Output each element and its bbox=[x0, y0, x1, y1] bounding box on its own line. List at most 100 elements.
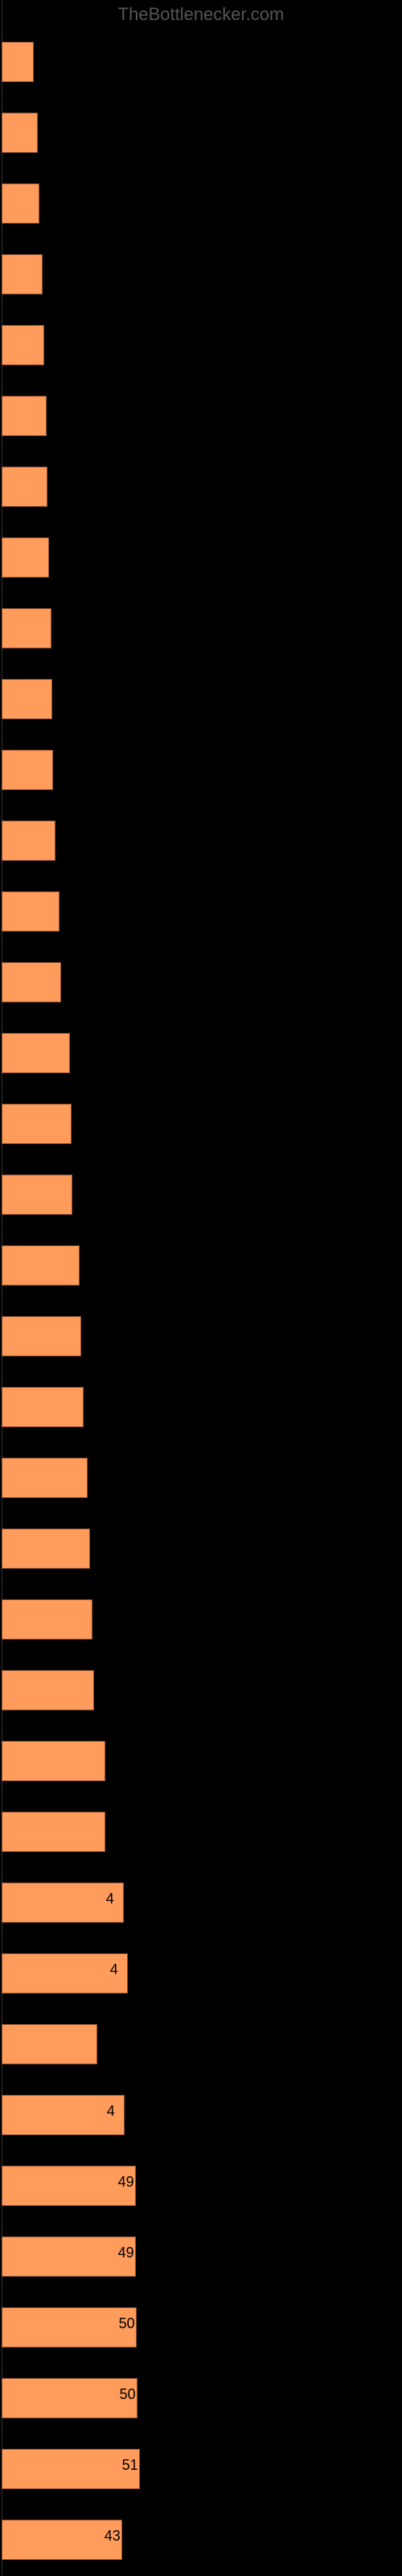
bar bbox=[2, 2166, 136, 2206]
bar-row: Bottleneck result bbox=[2, 1443, 400, 1514]
bar bbox=[2, 1458, 88, 1498]
bar bbox=[2, 1529, 90, 1569]
bar bbox=[2, 1033, 70, 1073]
bar-chart: Bottleneck resultBottleneck resultBottle… bbox=[0, 0, 402, 2576]
bar-row: Bottleneck result bbox=[2, 1018, 400, 1089]
bar-label: Bottleneck result bbox=[2, 1656, 85, 1672]
bar-label: Bottleneck result bbox=[2, 806, 85, 822]
bar bbox=[2, 396, 47, 436]
bar-row: Bottleneck result 43 bbox=[2, 2505, 400, 2576]
bar-label: Bottleneck result bbox=[2, 311, 85, 327]
bar-label: Bottleneck result bbox=[2, 1797, 85, 1813]
bar-label: Bottleneck result bbox=[2, 1514, 85, 1530]
bar bbox=[2, 891, 59, 932]
bar bbox=[2, 537, 49, 578]
bar-label: Bottleneck result bbox=[2, 735, 85, 751]
bar-label: Bottleneck result bbox=[2, 381, 85, 397]
bar bbox=[2, 2237, 136, 2277]
bar bbox=[2, 962, 61, 1002]
watermark-text: TheBottlenecker.com bbox=[118, 4, 285, 25]
bar-row: Bottleneck result bbox=[2, 169, 400, 240]
bar-value: 4 bbox=[106, 1891, 114, 1907]
bar bbox=[2, 113, 38, 153]
bar-value: 4 bbox=[107, 2103, 115, 2120]
bar-label: Bottleneck result bbox=[2, 2151, 85, 2167]
bar bbox=[2, 254, 43, 294]
bar bbox=[2, 42, 34, 82]
bar-row: Bottleneck result bbox=[2, 452, 400, 523]
bar-row: Bottleneck result 4 bbox=[2, 2080, 400, 2151]
bar bbox=[2, 183, 39, 224]
bar-label: Bottleneck result bbox=[2, 1089, 85, 1105]
bar-label: Bottleneck result bbox=[2, 2080, 85, 2097]
bar-value: 51 bbox=[122, 2457, 138, 2474]
bar-label: Bottleneck result bbox=[2, 877, 85, 893]
bar-label: Bottleneck result bbox=[2, 2364, 85, 2380]
bar-label: Bottleneck result bbox=[2, 452, 85, 468]
bar bbox=[2, 679, 52, 719]
bar-row: Bottleneck result 50 bbox=[2, 2364, 400, 2434]
bar-value: 50 bbox=[120, 2386, 136, 2403]
bar-label: Bottleneck result bbox=[2, 523, 85, 539]
bar-label: Bottleneck result bbox=[2, 665, 85, 681]
bar-row: Bottleneck result 51 bbox=[2, 2434, 400, 2505]
bar-label: Bottleneck result bbox=[2, 1939, 85, 1955]
bar-label: Bottleneck result bbox=[2, 2505, 85, 2521]
bar bbox=[2, 821, 55, 861]
bar-label: Bottleneck result bbox=[2, 2434, 85, 2450]
bar-row: Bottleneck result 49 bbox=[2, 2222, 400, 2293]
bar-label: Bottleneck result bbox=[2, 1231, 85, 1247]
bar bbox=[2, 2307, 137, 2348]
bar-row: Bottleneck result bbox=[2, 594, 400, 665]
bar-label: Bottleneck result bbox=[2, 1372, 85, 1389]
bar-row: Bottleneck result bbox=[2, 311, 400, 381]
bar-label: Bottleneck result bbox=[2, 1302, 85, 1318]
bar-row: Bottleneck result bbox=[2, 806, 400, 877]
bar-label: Bottleneck result bbox=[2, 1726, 85, 1743]
bar-label: Bottleneck result bbox=[2, 240, 85, 256]
bar-label: Bottleneck result bbox=[2, 2010, 85, 2026]
bar-label: Bottleneck result bbox=[2, 1018, 85, 1035]
bar-row: Bottleneck result bbox=[2, 1514, 400, 1585]
bar bbox=[2, 1104, 72, 1144]
bar bbox=[2, 750, 53, 790]
bar bbox=[2, 1670, 94, 1710]
bar bbox=[2, 1953, 128, 1994]
bar-row: Bottleneck result bbox=[2, 1656, 400, 1726]
bar-row: Bottleneck result bbox=[2, 27, 400, 98]
bar-label: Bottleneck result bbox=[2, 1160, 85, 1176]
bar-row: Bottleneck result bbox=[2, 1160, 400, 1231]
bar-row: Bottleneck result bbox=[2, 1231, 400, 1302]
bar-value: 49 bbox=[118, 2245, 134, 2261]
bar-value: 49 bbox=[118, 2174, 134, 2191]
bar-row: Bottleneck result bbox=[2, 381, 400, 452]
bar bbox=[2, 325, 44, 365]
bar bbox=[2, 1245, 80, 1286]
bar-label: Bottleneck result bbox=[2, 2293, 85, 2309]
bar-row: Bottleneck result bbox=[2, 735, 400, 806]
bar-row: Bottleneck result bbox=[2, 1797, 400, 1868]
bar-label: Bottleneck result bbox=[2, 2222, 85, 2238]
bar-row: Bottleneck result bbox=[2, 948, 400, 1018]
bar-row: Bottleneck result bbox=[2, 1372, 400, 1443]
bar bbox=[2, 2449, 140, 2489]
bar-value: 4 bbox=[110, 1961, 118, 1978]
bar-label: Bottleneck result bbox=[2, 27, 85, 43]
bar bbox=[2, 1175, 72, 1215]
bar bbox=[2, 1599, 92, 1640]
bar bbox=[2, 2378, 137, 2418]
bar-row: Bottleneck result4 bbox=[2, 1868, 400, 1939]
bar-row: Bottleneck result50 bbox=[2, 2293, 400, 2364]
bar-row: Bottleneck result bbox=[2, 665, 400, 735]
bar bbox=[2, 1741, 105, 1781]
bar-label: Bottleneck result bbox=[2, 1585, 85, 1601]
bar-value: 43 bbox=[105, 2528, 121, 2545]
bar-row: Bottleneck result bbox=[2, 1089, 400, 1160]
bar-label: Bottleneck result bbox=[2, 98, 85, 114]
bar-row: Bottleneck result bbox=[2, 1726, 400, 1797]
bar bbox=[2, 1316, 81, 1356]
bar bbox=[2, 1812, 105, 1852]
bar-label: Bottleneck result bbox=[2, 594, 85, 610]
bar-label: Bottleneck result bbox=[2, 169, 85, 185]
bar bbox=[2, 1387, 84, 1427]
